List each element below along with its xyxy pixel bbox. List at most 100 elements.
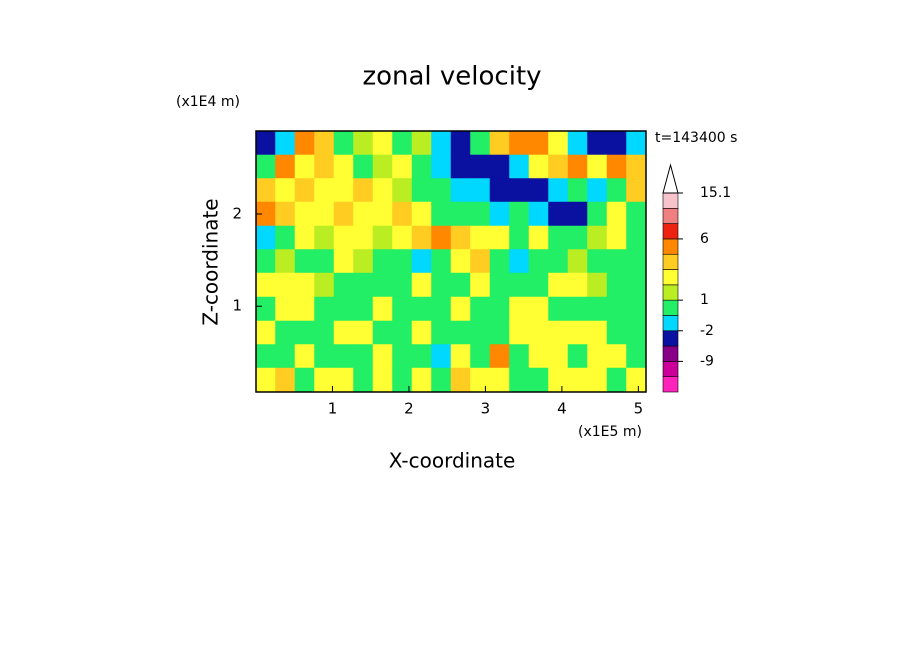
contour-cell: [489, 249, 510, 274]
colorbar-band: [662, 223, 679, 240]
contour-cell: [333, 344, 354, 369]
contour-cell: [509, 249, 530, 274]
contour-cell: [392, 178, 413, 203]
plot-frame: [255, 130, 647, 393]
colorbar-band: [662, 315, 679, 332]
colorbar-label: -9: [700, 353, 714, 369]
contour-cell: [450, 320, 471, 345]
contour-cell: [509, 130, 530, 156]
contour-cell: [294, 320, 315, 345]
contour-cell: [255, 272, 276, 298]
contour-cell: [255, 130, 276, 156]
contour-cell: [294, 249, 315, 274]
contour-cell: [353, 130, 374, 156]
contour-cell: [626, 320, 647, 345]
contour-cell: [372, 344, 393, 369]
contour-cell: [606, 296, 627, 322]
colorbar-band: [662, 345, 679, 362]
contour-cell: [333, 272, 354, 298]
colorbar-band: [662, 376, 679, 393]
contour-cell: [392, 249, 413, 274]
contour-cell: [587, 296, 608, 322]
contour-cell: [431, 367, 452, 393]
contour-cell: [392, 154, 413, 179]
y-tick-label: 2: [232, 205, 242, 223]
contour-cell: [431, 296, 452, 322]
contour-cell: [333, 130, 354, 156]
contour-cell: [411, 320, 432, 345]
contour-cell: [411, 201, 432, 227]
contour-cell: [548, 130, 569, 156]
contour-cell: [392, 130, 413, 156]
contour-cell: [431, 130, 452, 156]
contour-cell: [411, 225, 432, 250]
contour-cell: [450, 367, 471, 393]
contour-cell: [450, 201, 471, 227]
colorbar-band: [662, 284, 679, 301]
contour-cell: [431, 178, 452, 203]
contour-cell: [470, 296, 491, 322]
time-label: t=143400 s: [655, 130, 737, 146]
contour-cell: [372, 272, 393, 298]
contour-cell: [294, 296, 315, 322]
contour-cell: [411, 154, 432, 179]
contour-cell: [294, 272, 315, 298]
contour-cell: [314, 367, 335, 393]
x-unit: (x1E5 m): [578, 424, 642, 440]
contour-cell: [294, 367, 315, 393]
contour-cell: [606, 201, 627, 227]
contour-cell: [567, 130, 588, 156]
contour-cell: [314, 178, 335, 203]
contour-cell: [255, 344, 276, 369]
contour-cell: [489, 178, 510, 203]
contour-cell: [333, 225, 354, 250]
contour-cell: [509, 225, 530, 250]
contour-cell: [372, 178, 393, 203]
contour-cell: [528, 249, 549, 274]
contour-cell: [353, 272, 374, 298]
colorbar-triangle: [662, 163, 679, 194]
x-tick-label: 1: [328, 400, 338, 418]
contour-cell: [431, 272, 452, 298]
contour-cell: [548, 154, 569, 179]
contour-cell: [587, 344, 608, 369]
contour-cell: [314, 225, 335, 250]
contour-cell: [567, 344, 588, 369]
contour-cell: [353, 367, 374, 393]
contour-cell: [528, 272, 549, 298]
y-tick-label: 1: [232, 297, 242, 315]
contour-cell: [548, 296, 569, 322]
contour-cell: [548, 225, 569, 250]
contour-cell: [567, 320, 588, 345]
contour-cell: [431, 320, 452, 345]
contour-cell: [255, 225, 276, 250]
contour-cell: [353, 154, 374, 179]
contour-cell: [528, 178, 549, 203]
contour-cell: [372, 130, 393, 156]
contour-cell: [626, 130, 647, 156]
contour-cell: [548, 249, 569, 274]
contour-cell: [353, 249, 374, 274]
contour-cell: [255, 296, 276, 322]
contour-cell: [431, 344, 452, 369]
contour-cell: [411, 130, 432, 156]
contour-cell: [450, 296, 471, 322]
contour-cell: [333, 296, 354, 322]
contour-cell: [275, 320, 296, 345]
contour-cell: [567, 272, 588, 298]
contour-cell: [509, 154, 530, 179]
x-axis-label: X-coordinate: [389, 449, 516, 473]
contour-cell: [450, 272, 471, 298]
contour-cell: [626, 225, 647, 250]
contour-cell: [587, 320, 608, 345]
contour-cell: [372, 320, 393, 345]
contour-cell: [470, 154, 491, 179]
contour-cell: [470, 249, 491, 274]
contour-cell: [314, 320, 335, 345]
contour-cell: [489, 225, 510, 250]
contour-cell: [626, 272, 647, 298]
contour-cell: [275, 296, 296, 322]
contour-cell: [275, 225, 296, 250]
contour-cell: [294, 201, 315, 227]
colorbar-label: -2: [700, 323, 714, 339]
